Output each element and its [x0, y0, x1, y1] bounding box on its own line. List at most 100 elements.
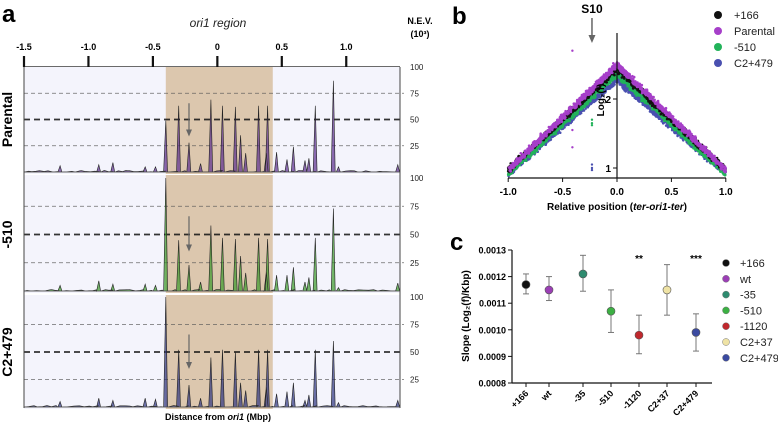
legend-label: +166	[734, 10, 759, 22]
data-point	[620, 76, 624, 79]
data-point	[572, 115, 576, 119]
data-point	[642, 99, 646, 103]
data-point	[677, 131, 680, 135]
data-point	[640, 88, 643, 91]
panel-label-c: c	[450, 229, 463, 256]
data-point	[573, 106, 576, 110]
y-axis-title: Log₂(f)	[596, 84, 607, 117]
x-tick-label: 0.0	[610, 187, 624, 198]
data-point	[711, 156, 714, 160]
data-point	[566, 110, 570, 114]
s10-annotation: S10	[581, 2, 603, 16]
y-tick-label: 25	[410, 376, 419, 385]
legend-marker	[714, 11, 722, 19]
data-point	[558, 127, 562, 130]
data-point	[566, 112, 569, 116]
data-point	[558, 131, 562, 134]
data-point	[680, 128, 684, 132]
data-point	[693, 141, 697, 144]
data-point	[627, 78, 630, 82]
data-point	[622, 84, 626, 88]
data-point	[721, 163, 724, 167]
data-point	[568, 115, 571, 118]
data-point	[632, 75, 636, 79]
data-point	[663, 118, 667, 121]
data-point	[575, 112, 579, 116]
data-point	[539, 132, 542, 135]
y-tick-label: 0.0009	[478, 352, 506, 362]
data-point	[624, 71, 627, 75]
y-tick-label: 75	[410, 202, 419, 211]
data-point	[685, 129, 689, 132]
data-point	[723, 168, 727, 171]
nev-units: (10³)	[410, 29, 429, 39]
data-point	[683, 128, 687, 132]
data-point	[519, 152, 523, 155]
data-point	[613, 65, 616, 69]
data-point	[713, 154, 716, 158]
data-point	[690, 132, 693, 136]
data-point	[561, 125, 564, 129]
data-point	[666, 124, 670, 128]
data-point	[509, 170, 512, 173]
data-point	[631, 78, 635, 81]
x-tick-label: 0.5	[276, 42, 289, 52]
data-point	[569, 110, 573, 114]
data-point	[686, 134, 689, 138]
track-label: Parental	[0, 92, 15, 147]
data-point	[664, 106, 668, 110]
data-point	[569, 106, 573, 110]
data-point	[677, 123, 680, 126]
track-label: -510	[0, 220, 15, 248]
data-point	[633, 80, 636, 83]
data-point	[527, 155, 531, 159]
legend-marker	[722, 306, 730, 315]
x-tick-label: -0.5	[554, 187, 572, 198]
data-point	[538, 140, 542, 144]
legend-marker	[722, 275, 730, 283]
y-axis-title: Slope (Log₂(f)/Kbp)	[461, 270, 472, 362]
data-point	[639, 83, 642, 87]
data-point	[560, 120, 564, 123]
x-tick-label: -510	[596, 388, 616, 408]
y-tick-label: 75	[410, 321, 419, 330]
data-point	[587, 95, 590, 99]
data-point	[573, 104, 577, 108]
x-tick-label: 1.0	[340, 42, 353, 52]
data-point	[625, 73, 629, 77]
y-tick-label: 75	[410, 89, 419, 98]
y-tick-label: 50	[410, 116, 419, 125]
data-point	[652, 99, 655, 102]
data-point	[600, 76, 604, 79]
data-point	[715, 160, 718, 164]
data-point	[607, 71, 611, 75]
data-point	[512, 163, 515, 167]
data-point	[598, 85, 602, 88]
legend-label: +166	[740, 258, 765, 270]
data-point	[648, 95, 651, 98]
data-point	[576, 109, 580, 113]
data-point	[545, 132, 548, 135]
legend-label: wt	[739, 274, 751, 286]
arrow-down-icon	[185, 129, 192, 137]
data-point	[605, 82, 609, 86]
data-point	[679, 122, 683, 125]
y-tick-label: 50	[410, 348, 419, 357]
y-tick-label: 100	[410, 293, 424, 302]
data-point	[711, 154, 714, 157]
data-point	[646, 106, 649, 109]
data-point	[688, 142, 691, 145]
data-point	[586, 91, 589, 95]
y-tick-label: 0.0013	[478, 246, 506, 256]
data-point	[597, 90, 601, 94]
y-tick-label: 25	[410, 259, 419, 268]
data-point	[668, 111, 671, 114]
data-point	[662, 107, 665, 111]
panel-label-a: a	[2, 1, 16, 28]
series-parental	[507, 49, 727, 174]
panel-c-slope-plot: 0.00080.00090.00100.00110.00120.0013Slop…	[461, 246, 778, 418]
y-tick-label: 1	[605, 164, 611, 175]
data-point	[607, 68, 611, 72]
